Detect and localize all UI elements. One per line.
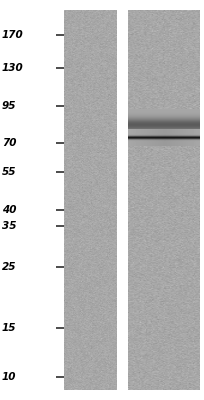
Text: 25: 25: [2, 262, 17, 272]
Text: 70: 70: [2, 138, 17, 148]
Text: 170: 170: [2, 30, 24, 40]
Text: 40: 40: [2, 205, 17, 215]
Text: 55: 55: [2, 167, 17, 177]
Text: 95: 95: [2, 101, 17, 111]
Bar: [117, 10, 128, 390]
Text: 35: 35: [2, 221, 17, 231]
Text: 15: 15: [2, 323, 17, 333]
Text: 10: 10: [2, 372, 17, 382]
Text: 130: 130: [2, 63, 24, 73]
